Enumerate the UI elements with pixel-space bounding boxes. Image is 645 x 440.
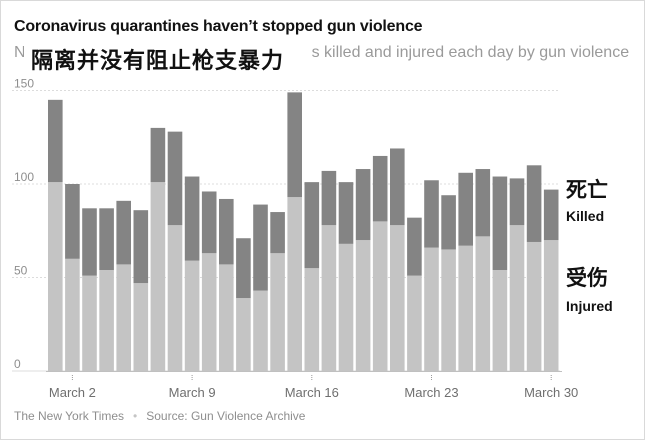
bar-killed — [236, 238, 251, 299]
bar-killed — [65, 184, 80, 259]
chart-title: Coronavirus quarantines haven’t stopped … — [14, 18, 423, 35]
bar-injured — [270, 253, 285, 371]
bar-killed — [407, 217, 422, 276]
bar-killed — [82, 208, 97, 276]
injured-label-chinese: 受伤 — [566, 267, 608, 290]
bar-killed — [270, 212, 285, 254]
bar-injured — [441, 249, 456, 371]
bar-injured — [116, 264, 131, 371]
bar-injured — [287, 197, 302, 371]
subtitle-start: N — [14, 44, 26, 61]
y-tick-label: 0 — [14, 357, 21, 371]
bar-injured — [253, 290, 268, 371]
bar-killed — [133, 210, 149, 284]
killed-label-chinese: 死亡 — [566, 179, 608, 202]
bar-killed — [355, 169, 371, 241]
bar-injured — [99, 270, 114, 371]
bar-injured — [526, 241, 542, 371]
bar-injured — [407, 275, 422, 371]
bar-killed — [99, 208, 114, 271]
bar-injured — [82, 275, 97, 371]
bar-injured — [321, 225, 337, 371]
bar-injured — [133, 283, 149, 371]
bar-killed — [424, 180, 439, 248]
bar-killed — [48, 99, 63, 183]
bar-killed — [184, 176, 200, 261]
y-tick-label: 150 — [14, 77, 34, 91]
x-tick-label: March 2 — [49, 385, 96, 400]
y-tick-label: 100 — [14, 170, 34, 184]
bar-injured — [509, 225, 525, 371]
bar-killed — [201, 191, 217, 254]
bar-injured — [475, 236, 491, 371]
bar-killed — [150, 127, 166, 183]
bar-killed — [372, 155, 388, 222]
bar-killed — [116, 200, 131, 265]
bar-injured — [372, 221, 388, 371]
bar-killed — [390, 148, 405, 226]
bar-killed — [441, 195, 456, 250]
chinese-title: 隔离并没有阻止枪支暴力 — [31, 48, 285, 73]
bar-injured — [236, 298, 251, 371]
bar-killed — [304, 182, 320, 269]
bar-injured — [338, 243, 354, 371]
bar-killed — [509, 178, 525, 226]
bar-injured — [355, 240, 371, 371]
x-tick-label: March 23 — [404, 385, 458, 400]
bar-injured — [48, 182, 63, 371]
chinese-title-overlay — [24, 42, 309, 72]
bar-killed — [543, 189, 559, 241]
y-tick-label: 50 — [14, 264, 28, 278]
bar-injured — [65, 258, 80, 371]
bar-killed — [287, 92, 302, 198]
bar-injured — [304, 268, 320, 371]
bar-injured — [390, 225, 405, 371]
bar-killed — [219, 198, 234, 265]
bar-injured — [543, 240, 559, 371]
bar-injured — [219, 264, 234, 371]
bar-injured — [167, 225, 183, 371]
bar-killed — [253, 204, 268, 291]
x-tick-label: March 9 — [169, 385, 216, 400]
bar-injured — [201, 253, 217, 371]
footer: The New York Times • Source: Gun Violence … — [14, 409, 305, 423]
bar-injured — [424, 247, 439, 371]
bar-injured — [492, 270, 508, 371]
subtitle-end: s killed and injured each day by gun vio… — [311, 44, 630, 61]
footer-separator: • — [133, 409, 138, 423]
x-tick-label: March 30 — [524, 385, 578, 400]
bar-killed — [458, 172, 473, 246]
bar-killed — [321, 170, 337, 226]
footer-source: Source: Gun Violence Archive — [146, 409, 306, 423]
x-tick-label: March 16 — [285, 385, 339, 400]
bar-killed — [526, 165, 542, 242]
bar-killed — [492, 176, 508, 271]
bar-killed — [338, 182, 354, 244]
bar-injured — [150, 182, 166, 371]
footer-publisher: The New York Times — [14, 409, 125, 423]
bar-injured — [184, 260, 200, 371]
killed-label: Killed — [566, 208, 605, 224]
bar-killed — [167, 131, 183, 226]
bar-killed — [475, 169, 491, 237]
bar-injured — [458, 245, 473, 371]
injured-label: Injured — [566, 298, 613, 314]
